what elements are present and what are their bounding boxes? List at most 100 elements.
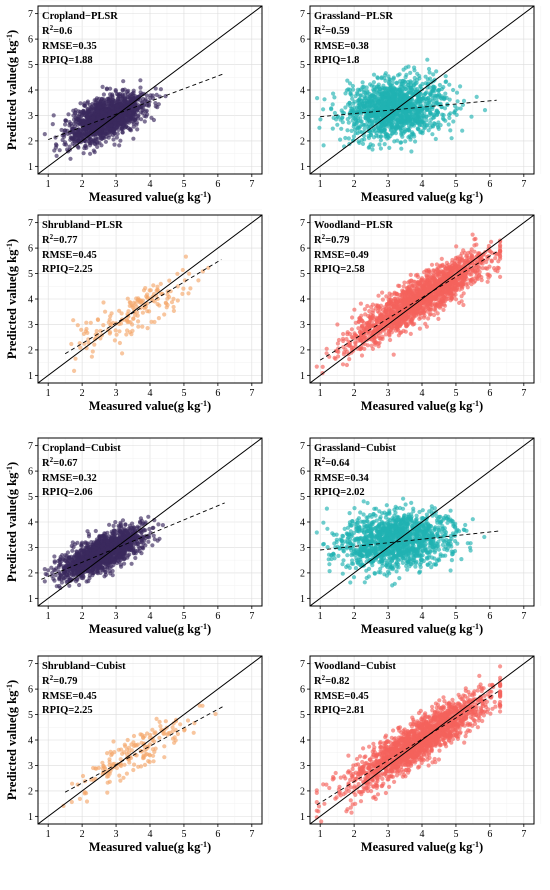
- data-point: [340, 120, 345, 125]
- data-point: [402, 87, 407, 92]
- data-point: [88, 141, 93, 146]
- rpiq-label: RPIQ=1.88: [42, 55, 93, 66]
- data-point: [106, 101, 111, 106]
- data-point: [127, 303, 132, 308]
- data-point: [454, 244, 459, 249]
- data-point: [424, 90, 429, 95]
- data-point: [469, 277, 474, 282]
- data-point: [113, 88, 118, 93]
- data-point: [383, 71, 388, 76]
- data-point: [355, 125, 360, 130]
- data-point: [402, 80, 408, 85]
- data-point: [422, 270, 427, 275]
- data-point: [429, 262, 435, 267]
- data-point: [439, 256, 444, 261]
- data-point: [394, 97, 399, 102]
- data-point: [427, 76, 433, 81]
- data-point: [88, 151, 93, 156]
- data-point: [409, 278, 414, 283]
- data-point: [148, 93, 153, 98]
- data-point: [51, 113, 56, 118]
- data-point: [374, 315, 379, 320]
- data-point: [335, 322, 340, 327]
- data-point: [79, 327, 84, 332]
- y-tick-label: 2: [300, 136, 305, 147]
- y-tick-label: 6: [28, 244, 33, 255]
- data-point: [347, 342, 352, 347]
- data-point: [458, 106, 463, 111]
- data-point: [427, 70, 432, 75]
- data-point: [101, 92, 106, 97]
- data-point: [144, 108, 149, 113]
- data-point: [489, 239, 494, 244]
- data-point: [406, 117, 412, 122]
- data-point: [425, 96, 430, 101]
- data-point: [131, 136, 136, 141]
- data-point: [60, 137, 65, 143]
- data-point: [350, 83, 355, 89]
- data-point: [102, 118, 107, 123]
- data-point: [426, 66, 432, 72]
- data-point: [57, 148, 62, 153]
- data-point: [391, 352, 396, 357]
- data-point: [394, 80, 399, 85]
- data-point: [408, 331, 413, 336]
- data-point: [99, 143, 104, 148]
- data-point: [138, 104, 143, 109]
- data-point: [378, 146, 383, 151]
- data-point: [440, 112, 445, 117]
- data-point: [137, 98, 142, 103]
- data-point: [151, 283, 156, 288]
- data-point: [402, 115, 407, 121]
- data-point: [418, 83, 423, 89]
- data-point: [329, 106, 334, 111]
- x-tick-label: 5: [181, 179, 186, 190]
- data-point: [82, 109, 87, 114]
- data-point: [165, 296, 170, 301]
- data-point: [432, 121, 437, 127]
- data-point: [376, 100, 381, 105]
- data-point: [332, 95, 337, 100]
- data-point: [350, 107, 355, 112]
- data-point: [484, 259, 489, 265]
- data-point: [89, 354, 94, 359]
- data-point: [93, 131, 99, 136]
- data-point: [351, 134, 356, 139]
- data-point: [138, 85, 143, 90]
- data-point: [353, 131, 358, 136]
- x-tick-label: 4: [148, 179, 153, 190]
- data-point: [180, 291, 185, 296]
- data-point: [425, 107, 430, 112]
- data-point: [439, 86, 444, 92]
- data-point: [344, 362, 349, 368]
- data-point: [473, 278, 478, 284]
- x-tick-label: 1: [46, 388, 51, 399]
- data-point: [375, 303, 381, 308]
- data-point: [82, 137, 87, 142]
- data-point: [125, 99, 130, 104]
- data-point: [377, 313, 383, 318]
- data-point: [366, 118, 371, 123]
- data-point: [145, 292, 150, 297]
- data-point: [322, 97, 327, 102]
- data-point: [428, 117, 434, 122]
- data-point: [469, 254, 474, 259]
- data-point: [437, 82, 442, 88]
- data-point: [81, 151, 86, 156]
- data-point: [63, 122, 68, 127]
- data-point: [452, 110, 457, 115]
- data-point: [366, 126, 372, 131]
- data-point: [493, 256, 498, 261]
- data-point: [389, 330, 394, 335]
- data-point: [431, 312, 437, 318]
- data-point: [453, 297, 459, 302]
- data-point: [429, 302, 434, 307]
- data-point: [359, 93, 364, 98]
- y-tick-label: 6: [28, 35, 33, 46]
- y-tick-label: 6: [300, 35, 305, 46]
- data-point: [371, 80, 376, 85]
- data-point: [114, 103, 119, 108]
- data-point: [95, 109, 100, 114]
